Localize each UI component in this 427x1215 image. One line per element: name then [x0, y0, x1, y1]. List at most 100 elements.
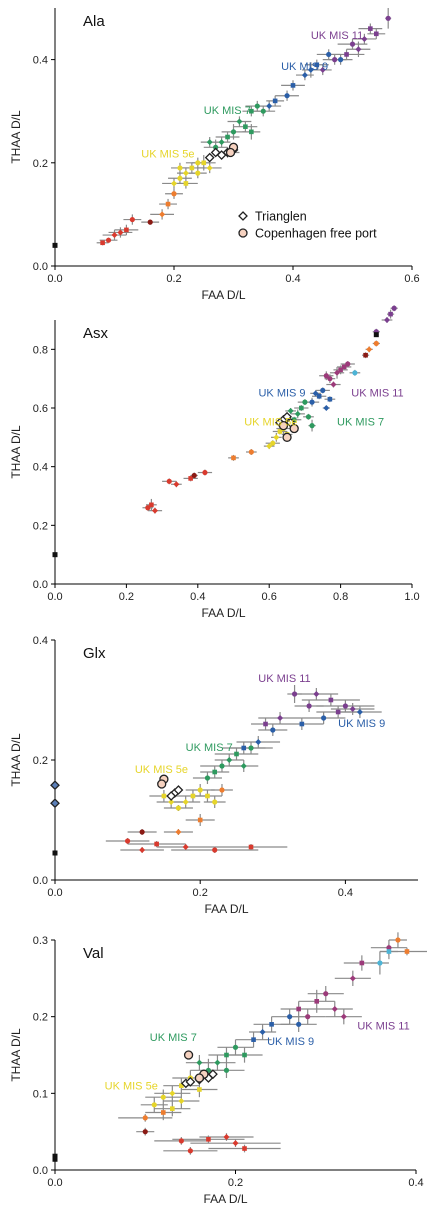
data-point: [334, 369, 341, 376]
x-tick-label: 1.0: [404, 591, 419, 603]
y-tick-label: 0.4: [33, 55, 48, 67]
data-point: [52, 1153, 58, 1159]
x-tick-label: 0.0: [47, 273, 62, 285]
legend-trianglen-label: Trianglen: [255, 210, 307, 224]
data-point: [373, 340, 379, 347]
y-axis-title: THAA D/L: [9, 1028, 23, 1082]
y-axis-title: THAA D/L: [9, 425, 23, 479]
legend-trianglen-marker: [238, 211, 248, 221]
data-point: [182, 844, 189, 850]
data-point: [263, 721, 268, 727]
x-tick-label: 0.8: [333, 591, 348, 603]
data-point: [361, 35, 368, 42]
data-point: [326, 51, 332, 58]
data-point: [175, 805, 182, 811]
data-point: [349, 706, 356, 712]
data-point: [260, 108, 266, 114]
data-point: [363, 352, 368, 358]
data-point: [366, 346, 373, 353]
data-point: [314, 999, 320, 1004]
data-point: [313, 691, 320, 697]
group-label: UK MIS 11: [351, 387, 403, 399]
data-point: [273, 434, 280, 441]
data-point: [306, 703, 312, 709]
y-tick-label: 0.0: [33, 1165, 48, 1177]
data-point: [290, 83, 296, 88]
data-point: [330, 381, 337, 388]
data-point: [212, 847, 218, 853]
x-axis-title: FAA D/L: [204, 902, 248, 916]
group-label: UK MIS 11: [258, 673, 310, 685]
data-point: [205, 793, 210, 799]
data-point: [124, 227, 129, 233]
data-point: [224, 1052, 229, 1058]
group-label: UK MIS 7: [337, 417, 384, 429]
data-point: [241, 745, 247, 751]
data-point: [105, 237, 112, 243]
data-point: [314, 62, 320, 68]
data-point: [332, 57, 338, 63]
data-point: [269, 1022, 274, 1027]
data-point: [149, 502, 154, 508]
y-tick-label: 0.8: [33, 344, 48, 356]
data-point: [287, 407, 294, 414]
panel-asx: 0.0 0.2 0.4 0.6 0.8 1.0 0.0 0.2 0.4 0.6 0.8 FAA D/L…: [9, 305, 420, 620]
data-point: [139, 847, 146, 853]
data-point: [316, 393, 322, 399]
trianglen-point: [173, 785, 184, 795]
data-point: [251, 1037, 256, 1042]
data-point: [151, 507, 158, 514]
copenhagen-point: [157, 779, 167, 789]
group-label: UK MIS 5e: [141, 149, 194, 161]
y-tick-label: 0.0: [33, 579, 48, 591]
data-point: [305, 1014, 311, 1020]
legend-copenhagen-marker: [238, 228, 248, 238]
data-point: [202, 469, 208, 476]
data-point: [232, 1140, 239, 1147]
data-point: [219, 763, 225, 769]
panel-title: Val: [83, 945, 104, 962]
data-point: [368, 26, 373, 31]
data-point: [272, 98, 278, 104]
group-label: UK MIS 7: [204, 105, 251, 117]
data-point: [145, 505, 151, 511]
data-point: [169, 1090, 176, 1097]
data-point: [147, 219, 153, 225]
copenhagen-point: [278, 420, 289, 431]
data-point: [323, 991, 329, 997]
data-point: [338, 367, 343, 373]
data-point: [189, 165, 195, 171]
copenhagen-point: [194, 1073, 205, 1083]
data-point: [183, 181, 189, 186]
data-point: [319, 66, 326, 73]
data-point: [307, 66, 314, 73]
data-point: [249, 108, 254, 114]
data-point: [125, 838, 131, 844]
data-point: [384, 317, 391, 323]
copenhagen-point: [225, 147, 236, 158]
copenhagen-point: [289, 423, 299, 434]
data-point: [352, 370, 358, 376]
data-point: [206, 139, 213, 146]
y-axis-title: THAA D/L: [9, 110, 23, 164]
data-point: [191, 472, 197, 479]
data-point: [309, 399, 315, 405]
x-tick-label: 0.2: [119, 591, 134, 603]
data-point: [242, 1146, 247, 1151]
data-point: [249, 129, 254, 135]
data-point: [168, 799, 175, 805]
data-point: [270, 727, 276, 733]
data-point: [170, 1106, 175, 1111]
data-point: [212, 769, 218, 775]
legend-copenhagen-label: Copenhagen free port: [255, 227, 377, 241]
y-tick-label: 0.4: [33, 462, 48, 474]
panel-title: Glx: [83, 645, 106, 662]
data-point: [323, 405, 330, 411]
data-point: [177, 175, 183, 181]
data-point: [344, 52, 349, 57]
data-point: [214, 1059, 221, 1066]
x-tick-label: 0.6: [404, 273, 419, 285]
data-point: [177, 165, 183, 171]
data-point: [52, 552, 58, 558]
x-tick-label: 0.0: [47, 1177, 62, 1189]
